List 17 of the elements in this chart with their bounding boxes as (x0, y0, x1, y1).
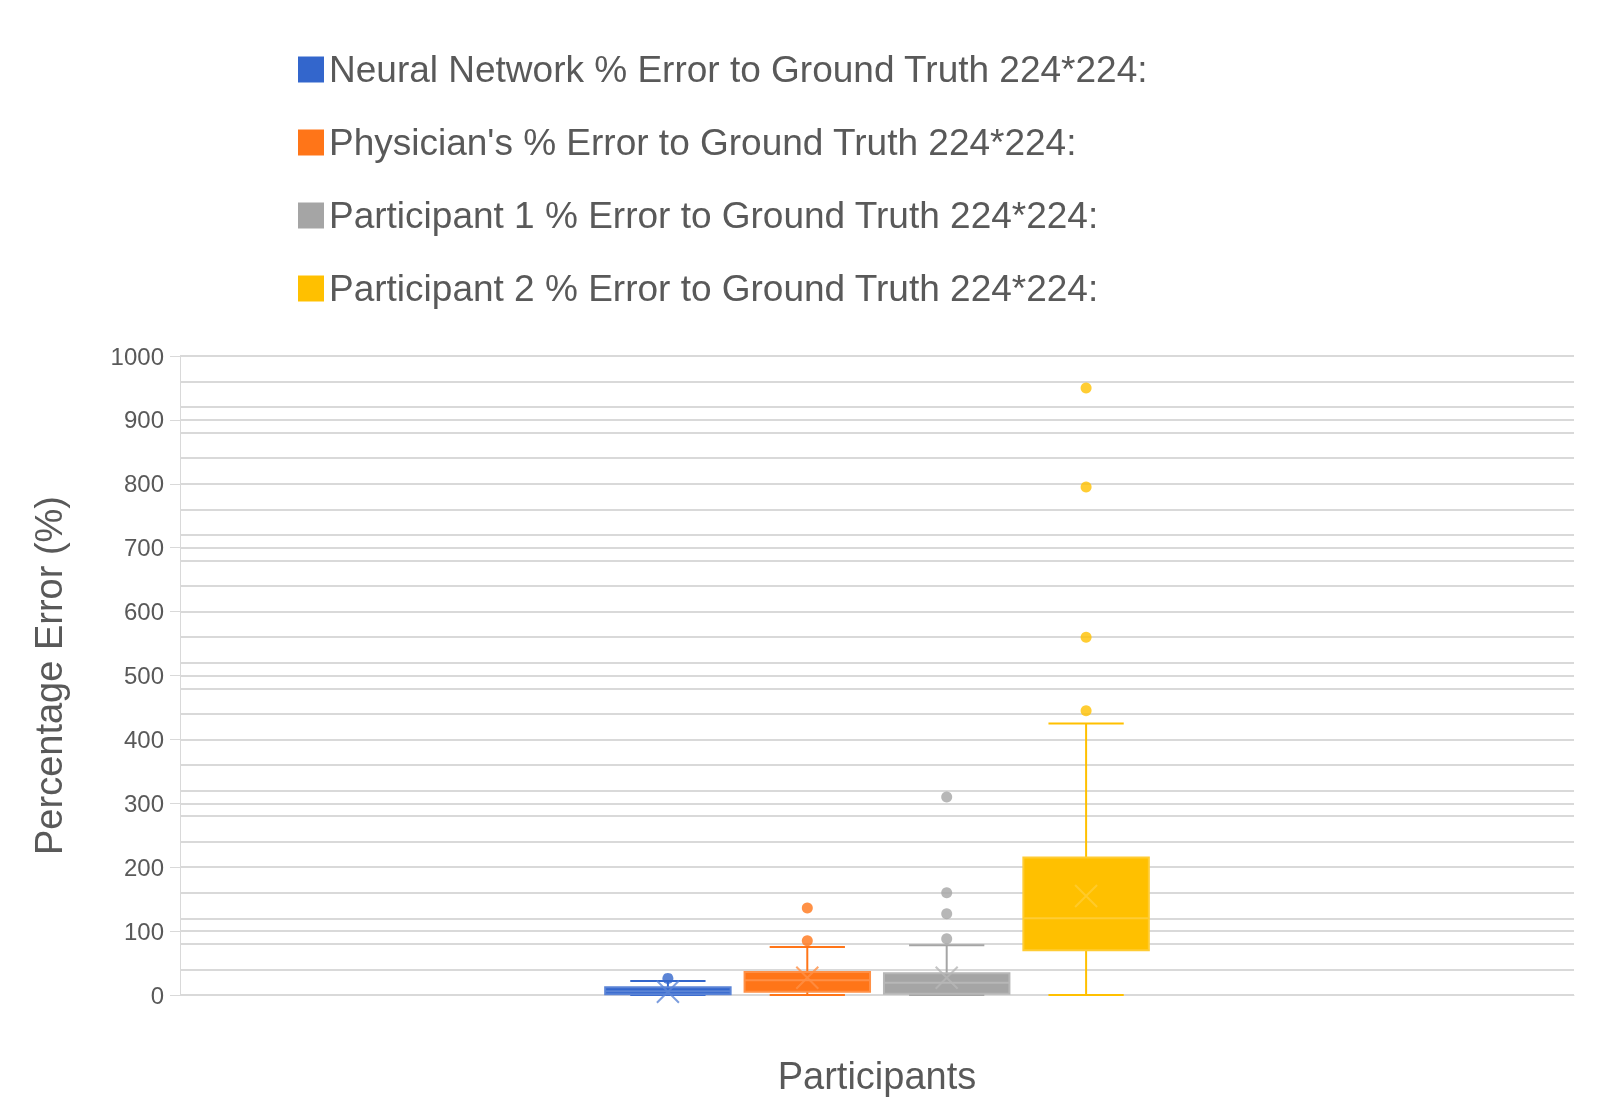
y-tick-label: 400 (123, 725, 164, 753)
y-tick-label: 900 (123, 406, 164, 434)
y-tick-label: 0 (150, 981, 164, 1009)
legend-label: Physician's % Error to Ground Truth 224*224: (329, 122, 1077, 163)
y-tick-label: 700 (123, 534, 164, 562)
y-axis-title: Percentage Error (%) (28, 495, 70, 856)
y-tick-label: 1000 (110, 342, 164, 370)
x-axis-title: Participants (777, 1055, 977, 1097)
legend-label: Participant 2 % Error to Ground Truth 224*224: (329, 268, 1099, 309)
y-tick-label: 500 (123, 662, 164, 689)
y-tick-label: 200 (123, 853, 164, 881)
y-tick-label: 100 (123, 917, 164, 945)
y-tick-label: 300 (123, 789, 164, 817)
legend-label: Participant 1 % Error to Ground Truth 224*224: (329, 195, 1099, 236)
legend-label: Neural Network % Error to Ground Truth 224*224: (329, 49, 1148, 90)
y-tick-label: 600 (123, 598, 164, 626)
y-tick-label: 800 (123, 470, 164, 498)
